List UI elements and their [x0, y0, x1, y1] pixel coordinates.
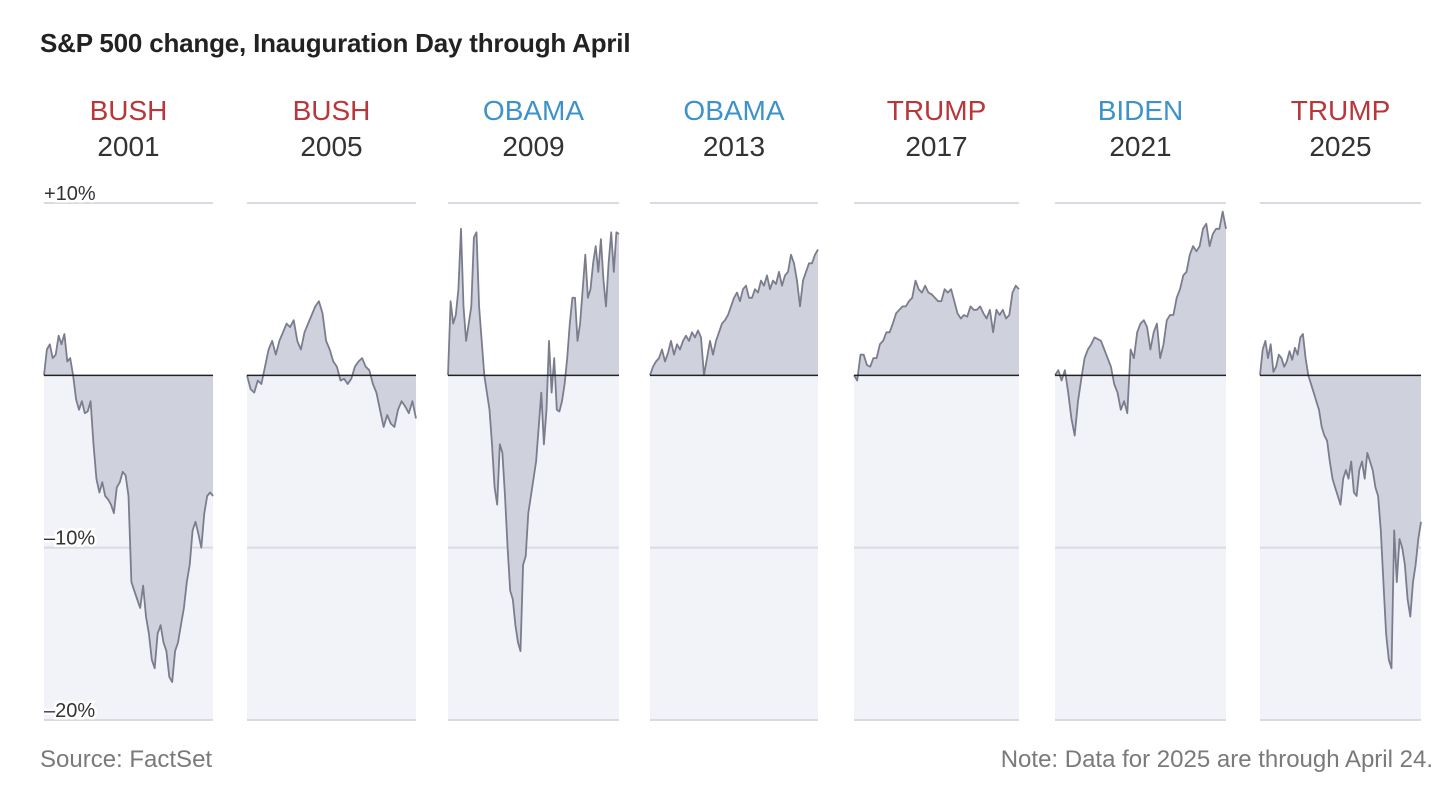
- year-label-2017: 2017: [905, 131, 967, 162]
- year-label-2009: 2009: [502, 131, 564, 162]
- y-tick-label: –10%: [44, 528, 95, 550]
- area-bush-2005: [247, 301, 416, 427]
- area-bush-2001: [44, 334, 213, 683]
- chart-title: S&P 500 change, Inauguration Day through…: [40, 28, 631, 58]
- area-trump-2017: [854, 280, 1019, 381]
- year-label-2005: 2005: [300, 131, 362, 162]
- area-obama-2013: [650, 249, 818, 376]
- line-obama-2009: [447, 227, 620, 652]
- y-tick-label: +10%: [44, 183, 96, 205]
- data-note: Note: Data for 2025 are through April 24…: [1000, 746, 1433, 773]
- y-tick-label: –20%: [44, 700, 95, 722]
- president-label-2013: OBAMA: [683, 95, 784, 126]
- year-label-2001: 2001: [97, 131, 159, 162]
- president-label-2001: BUSH: [90, 95, 168, 126]
- line-bush-2005: [246, 300, 417, 428]
- line-bush-2001: [43, 333, 214, 683]
- line-obama-2013: [649, 249, 819, 377]
- president-label-2021: BIDEN: [1098, 95, 1184, 126]
- source-note: Source: FactSet: [40, 746, 213, 773]
- president-label-2005: BUSH: [293, 95, 371, 126]
- year-label-2025: 2025: [1309, 131, 1371, 162]
- year-label-2013: 2013: [703, 131, 765, 162]
- year-label-2021: 2021: [1109, 131, 1171, 162]
- president-label-2025: TRUMP: [1291, 95, 1391, 126]
- line-trump-2017: [853, 279, 1020, 382]
- line-trump-2025: [1259, 333, 1422, 670]
- president-label-2009: OBAMA: [483, 95, 584, 126]
- line-biden-2021: [1054, 210, 1227, 437]
- president-label-2017: TRUMP: [887, 95, 987, 126]
